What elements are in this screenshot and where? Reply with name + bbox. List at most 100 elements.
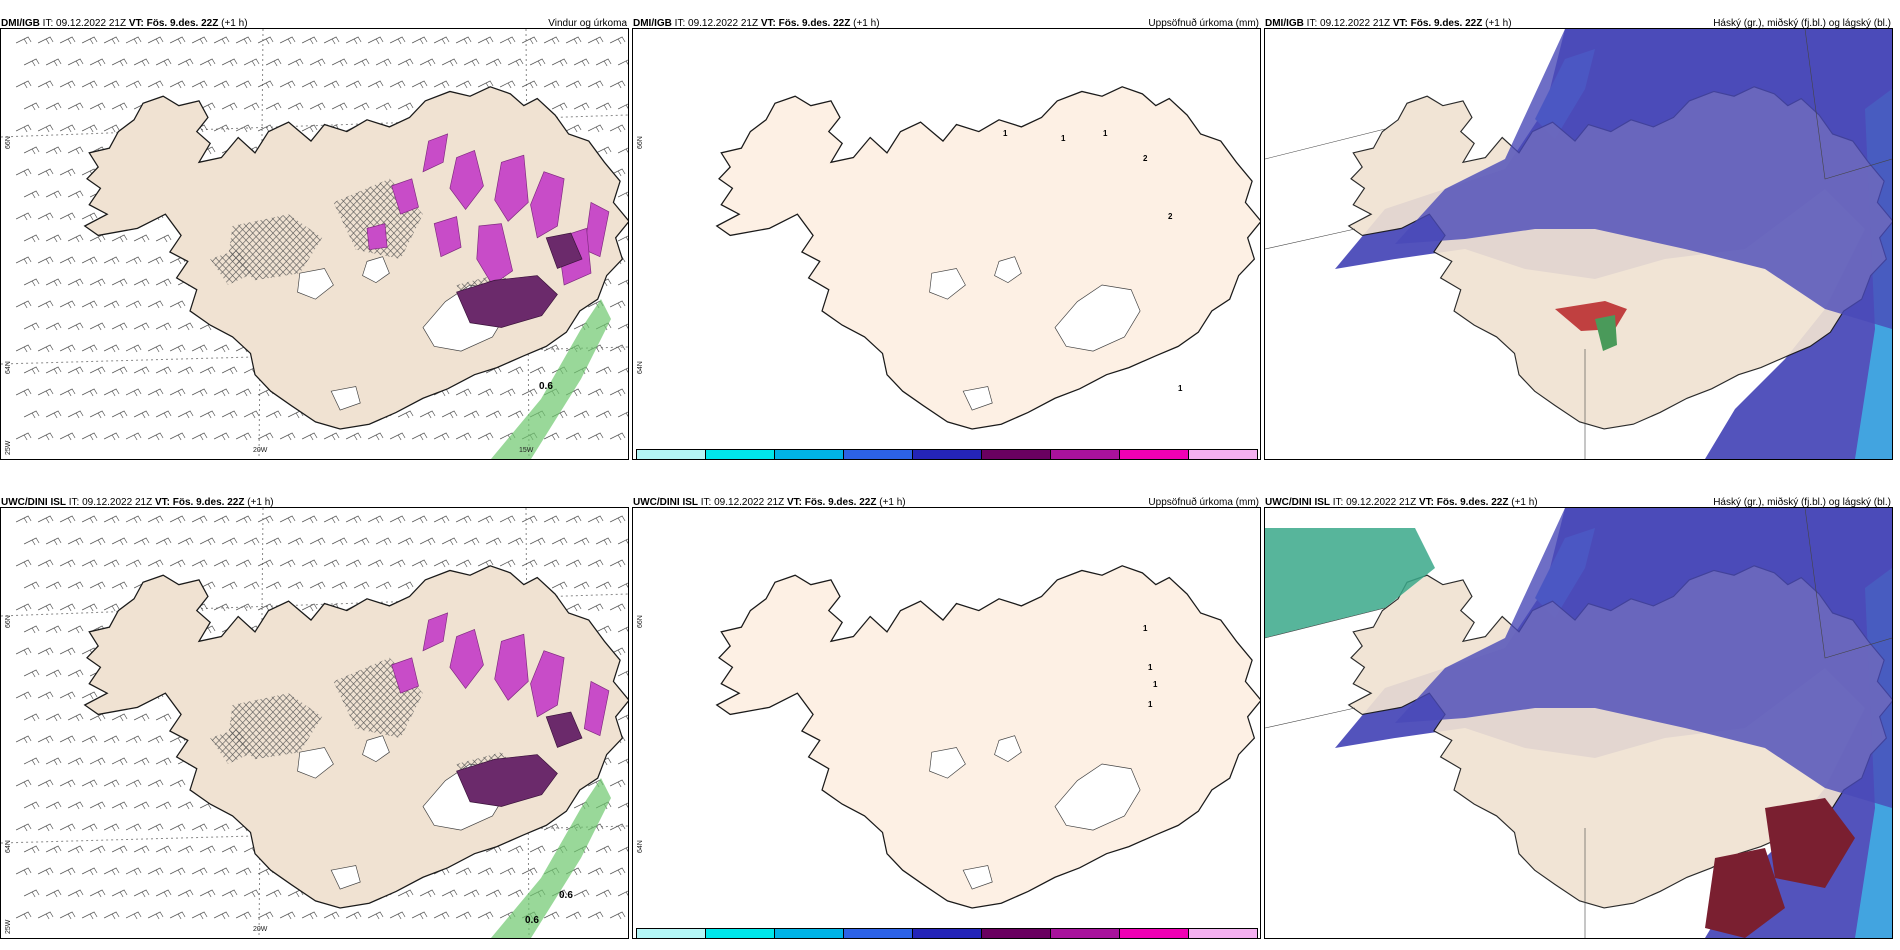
rain-band — [491, 299, 611, 459]
glacier — [994, 256, 1022, 284]
precip-area — [391, 178, 419, 215]
glacier — [297, 747, 334, 779]
map-canvas — [1, 508, 628, 938]
glacier — [330, 865, 361, 890]
dark-red-cloud — [1705, 848, 1785, 938]
region-lines — [1265, 508, 1892, 938]
glacier — [362, 256, 390, 284]
lat-label-66n: 66N — [5, 615, 12, 628]
legend-swatch — [637, 929, 706, 938]
valid-time: VT: Fös. 9.des. 22Z — [1392, 18, 1483, 29]
lat-label-66n: 66N — [5, 136, 12, 149]
legend-swatch — [982, 450, 1051, 459]
value-label: 2 — [1168, 212, 1173, 221]
precip-area — [366, 223, 388, 250]
init-time: IT: 09.12.2022 21Z — [1306, 18, 1391, 29]
glacier — [1054, 284, 1141, 352]
green-cloud-area — [1595, 315, 1617, 351]
legend-swatch — [844, 929, 913, 938]
glacier — [962, 865, 993, 890]
map-panel-uwc-wind: UWC/DINI ISL IT: 09.12.2022 21Z VT: Fös.… — [0, 492, 629, 939]
legend-swatch — [982, 929, 1051, 938]
legend-swatch — [1051, 450, 1120, 459]
init-time: IT: 09.12.2022 21Z — [68, 497, 153, 508]
product-name: Háský (gr.), miðský (fj.bl.) og lágský (… — [1713, 497, 1891, 508]
glacier — [297, 268, 334, 300]
snow-hatch — [228, 693, 323, 760]
model-name: DMI/IGB — [633, 18, 672, 29]
corner-label: 25W — [5, 440, 12, 455]
glacier — [362, 735, 390, 763]
corner-label: 25W — [5, 919, 12, 934]
map-area: 66N 64N 25W 20W 15W 0.6 — [0, 28, 629, 460]
precip-area — [583, 680, 610, 737]
lat-label-64n: 64N — [637, 361, 644, 374]
panel-header: UWC/DINI ISL IT: 09.12.2022 21Z VT: Fös.… — [632, 492, 1261, 512]
value-label: 0.6 — [539, 381, 553, 392]
forecast-offset: (+1 h) — [853, 18, 880, 29]
value-label: 1 — [1153, 680, 1158, 689]
map-panel-uwc-precip: UWC/DINI ISL IT: 09.12.2022 21Z VT: Fös.… — [632, 492, 1261, 939]
precip-legend: 110255075100150200400 — [636, 449, 1258, 459]
lat-label-66n: 66N — [637, 136, 644, 149]
lon-label-20w: 20W — [253, 447, 268, 454]
precip-area — [391, 657, 419, 694]
valid-time: VT: Fös. 9.des. 22Z — [760, 18, 851, 29]
forecast-offset: (+1 h) — [1511, 497, 1538, 508]
map-canvas — [1265, 29, 1892, 459]
value-label: 2 — [1143, 154, 1148, 163]
dark-red-cloud — [1765, 798, 1855, 888]
init-time: IT: 09.12.2022 21Z — [700, 497, 785, 508]
precip-area — [494, 154, 529, 222]
high-cloud-overlay — [1395, 29, 1892, 329]
legend-swatch — [913, 450, 982, 459]
init-time: IT: 09.12.2022 21Z — [42, 18, 127, 29]
precip-area — [449, 150, 484, 211]
legend-swatch — [1189, 929, 1257, 938]
legend-swatch — [913, 929, 982, 938]
precip-area — [530, 171, 565, 239]
product-name: Uppsöfnuð úrkoma (mm) — [1148, 497, 1259, 508]
map-canvas — [715, 565, 1260, 909]
glacier — [929, 747, 966, 779]
lat-label-64n: 64N — [5, 840, 12, 853]
precip-area — [449, 629, 484, 690]
map-canvas — [1, 29, 628, 459]
panel-header: DMI/IGB IT: 09.12.2022 21Z VT: Fös. 9.de… — [0, 13, 629, 33]
teal-cloud-area — [1265, 528, 1435, 638]
glacier — [1054, 763, 1141, 831]
precip-heavy — [545, 232, 583, 269]
value-label: 1 — [1103, 129, 1108, 138]
value-label: 1 — [1061, 134, 1066, 143]
legend-swatch — [1120, 450, 1189, 459]
lon-label-15w: 15W — [519, 447, 534, 454]
lat-label-64n: 64N — [637, 840, 644, 853]
glacier — [330, 386, 361, 411]
rain-band — [491, 778, 611, 938]
model-name: DMI/IGB — [1265, 18, 1304, 29]
legend-swatch — [775, 450, 844, 459]
precip-area — [422, 612, 449, 652]
legend-swatch — [775, 929, 844, 938]
panel-title: DMI/IGB IT: 09.12.2022 21Z VT: Fös. 9.de… — [1, 18, 248, 29]
model-name: UWC/DINI ISL — [1, 497, 66, 508]
map-canvas — [1265, 508, 1892, 938]
map-panel-dmi-cloud: DMI/IGB IT: 09.12.2022 21Z VT: Fös. 9.de… — [1264, 13, 1893, 460]
precip-area — [494, 633, 529, 701]
map-panel-uwc-cloud: UWC/DINI ISL IT: 09.12.2022 21Z VT: Fös.… — [1264, 492, 1893, 939]
precip-area — [422, 133, 449, 173]
iceland — [83, 565, 628, 938]
panel-title: DMI/IGB IT: 09.12.2022 21Z VT: Fös. 9.de… — [1265, 18, 1512, 29]
panel-header: UWC/DINI ISL IT: 09.12.2022 21Z VT: Fös.… — [1264, 492, 1893, 512]
forecast-offset: (+1 h) — [247, 497, 274, 508]
panel-title: UWC/DINI ISL IT: 09.12.2022 21Z VT: Fös.… — [1, 497, 274, 508]
legend-swatch — [1120, 929, 1189, 938]
map-area: 110255075100150200400 66N 64N 1 1 1 2 2 1 — [632, 28, 1261, 460]
panel-header: DMI/IGB IT: 09.12.2022 21Z VT: Fös. 9.de… — [1264, 13, 1893, 33]
precip-heavy — [545, 711, 583, 748]
forecast-offset: (+1 h) — [221, 18, 248, 29]
precip-heavy — [456, 754, 558, 807]
lat-label-64n: 64N — [5, 361, 12, 374]
snow-hatch — [210, 728, 253, 764]
precip-legend: 110255075100150200400 — [636, 928, 1258, 938]
